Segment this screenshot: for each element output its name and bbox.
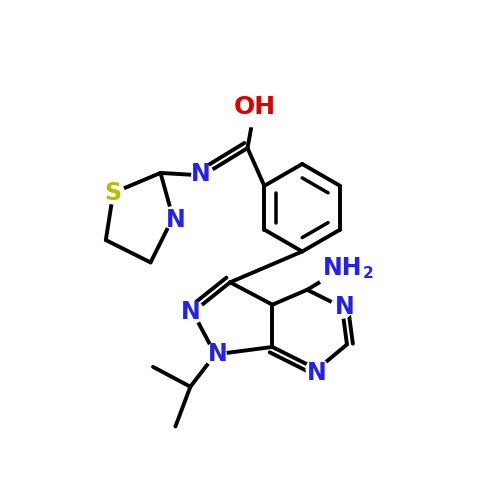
Text: N: N (308, 362, 327, 386)
Circle shape (331, 296, 353, 318)
Text: N: N (180, 300, 200, 324)
Circle shape (102, 182, 124, 204)
Text: OH: OH (234, 95, 276, 119)
Circle shape (182, 301, 204, 323)
Text: N: N (190, 162, 210, 186)
Text: 2: 2 (362, 266, 373, 281)
Text: N: N (334, 295, 354, 319)
Circle shape (204, 344, 226, 365)
Circle shape (162, 206, 184, 229)
Text: NH: NH (323, 256, 362, 280)
Circle shape (306, 358, 328, 380)
Circle shape (192, 164, 214, 186)
Circle shape (238, 97, 268, 126)
Text: S: S (104, 181, 122, 205)
Text: N: N (208, 342, 228, 366)
Text: N: N (166, 208, 186, 232)
Circle shape (318, 254, 356, 292)
